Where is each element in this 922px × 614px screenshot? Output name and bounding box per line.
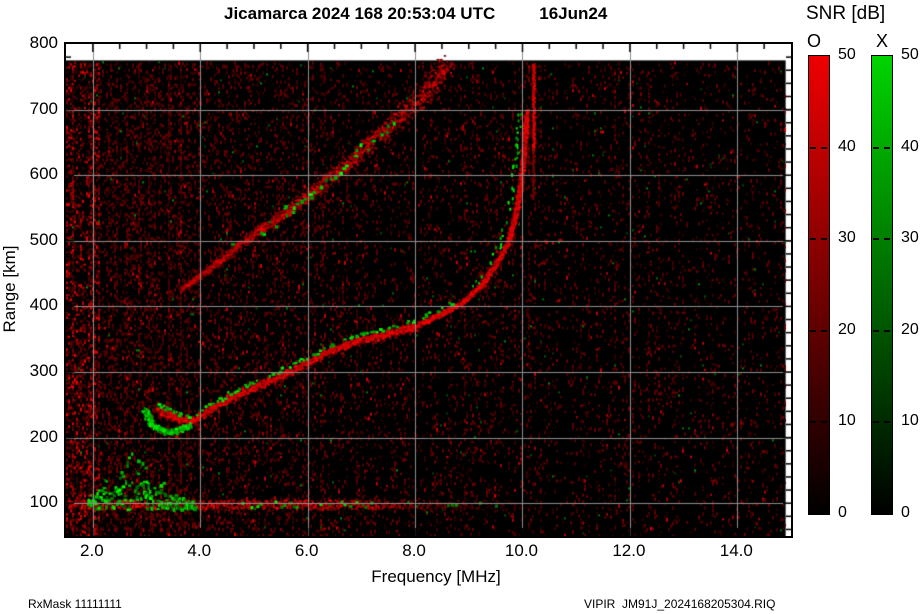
- colorbar-tick: [884, 329, 890, 332]
- x-tick-label: 12.0: [612, 541, 646, 560]
- plot-frame: [64, 42, 793, 538]
- colorbar-tick: [810, 421, 816, 424]
- y-tick-label: 400: [29, 295, 58, 315]
- o-mode-label: O: [807, 31, 822, 51]
- x-tick-label: 4.0: [187, 541, 212, 560]
- y-tick-label: 800: [29, 33, 58, 52]
- y-tick-label: 100: [29, 492, 58, 512]
- colorbar-tick: [821, 146, 827, 149]
- o-mode-colorbar: [808, 55, 830, 515]
- x-tick-label: 6.0: [294, 541, 319, 560]
- colorbar-tick-label: 40: [901, 137, 919, 155]
- colorbar-tick: [884, 146, 890, 149]
- y-tick-label: 500: [29, 229, 58, 249]
- title-text: Jicamarca 2024 168 20:53:04 UTC: [224, 4, 496, 23]
- colorbar-tick-label: 20: [838, 320, 856, 338]
- colorbar-tick: [873, 146, 879, 149]
- x-axis-label: Frequency [MHz]: [371, 567, 501, 586]
- y-tick-label: 700: [29, 98, 58, 118]
- colorbar-tick: [884, 421, 890, 424]
- colorbar-tick: [821, 238, 827, 241]
- colorbar-tick-label: 10: [901, 412, 919, 430]
- x-tick-label: 2.0: [80, 541, 104, 560]
- colorbar-tick-label: 20: [901, 320, 919, 338]
- y-axis-label: Range [km]: [0, 245, 19, 333]
- y-tick-label: 200: [29, 426, 58, 446]
- colorbar-tick: [873, 329, 879, 332]
- x-mode-label: X: [876, 31, 889, 51]
- colorbar-tick: [810, 329, 816, 332]
- colorbar-tick-label: 50: [838, 46, 856, 63]
- colorbar-tick: [810, 146, 816, 149]
- colorbar-tick: [810, 238, 816, 241]
- colorbar-title: SNR [dB]: [806, 3, 886, 24]
- ionogram-canvas: [66, 44, 791, 536]
- title-date: 16Jun24: [539, 4, 608, 23]
- x-tick-label: 14.0: [719, 541, 753, 560]
- colorbar-tick: [884, 238, 890, 241]
- x-tick-label: 10.0: [504, 541, 539, 560]
- colorbar-tick-label: 0: [901, 504, 910, 521]
- colorbar-tick-label: 30: [901, 229, 919, 247]
- colorbar-tick-label: 0: [838, 504, 847, 521]
- colorbar-tick-label: 30: [838, 229, 856, 247]
- y-tick-label: 600: [29, 164, 58, 184]
- x-tick-label: 8.0: [402, 541, 426, 560]
- y-tick-label: 300: [29, 361, 58, 380]
- page-title: Jicamarca 2024 168 20:53:04 UTC 16Jun24: [224, 4, 607, 24]
- colorbar-tick-label: 40: [838, 137, 856, 155]
- colorbar-tick: [873, 238, 879, 241]
- colorbar-tick: [821, 421, 827, 424]
- colorbar-tick: [821, 329, 827, 332]
- x-mode-colorbar: [871, 55, 893, 515]
- rxmask-label: RxMask 11111111: [28, 597, 122, 611]
- colorbar-tick-label: 50: [901, 46, 919, 63]
- colorbar-tick: [873, 421, 879, 424]
- file-name-label: VIPIR JM91J_2024168205304.RIQ: [584, 597, 776, 611]
- colorbar-tick-label: 10: [838, 412, 856, 430]
